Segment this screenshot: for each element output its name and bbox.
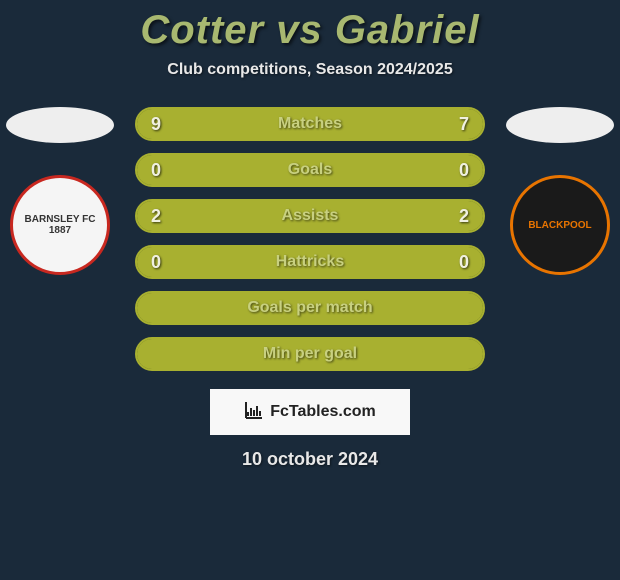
date-label: 10 october 2024 xyxy=(0,449,620,470)
right-flag xyxy=(506,107,614,143)
stat-label: Assists xyxy=(282,207,339,225)
stat-label: Matches xyxy=(278,115,342,133)
stat-label: Goals xyxy=(288,161,332,179)
stat-row: 0 Goals 0 xyxy=(135,153,485,187)
stat-fill-right xyxy=(310,155,483,185)
stat-row: Goals per match xyxy=(135,291,485,325)
subtitle: Club competitions, Season 2024/2025 xyxy=(0,61,620,79)
stat-label: Min per goal xyxy=(263,345,357,363)
stat-left-value: 2 xyxy=(151,206,161,227)
stat-row: 9 Matches 7 xyxy=(135,107,485,141)
brand-badge[interactable]: FcTables.com xyxy=(210,389,410,435)
right-column: BLACKPOOL xyxy=(500,107,620,275)
left-column: BARNSLEY FC 1887 xyxy=(0,107,120,275)
stat-right-value: 0 xyxy=(459,252,469,273)
stat-row: 0 Hattricks 0 xyxy=(135,245,485,279)
brand-label: FcTables.com xyxy=(270,403,376,421)
stat-right-value: 0 xyxy=(459,160,469,181)
stat-label: Goals per match xyxy=(247,299,372,317)
comparison-panel: BARNSLEY FC 1887 BLACKPOOL 9 Matches 7 0… xyxy=(0,107,620,470)
chart-icon xyxy=(244,400,264,425)
stat-fill-left xyxy=(137,155,310,185)
stat-bars: 9 Matches 7 0 Goals 0 2 Assists 2 0 Hatt… xyxy=(135,107,485,371)
stat-label: Hattricks xyxy=(276,253,344,271)
stat-left-value: 9 xyxy=(151,114,161,135)
stat-row: 2 Assists 2 xyxy=(135,199,485,233)
page-title: Cotter vs Gabriel xyxy=(0,0,620,53)
right-crest: BLACKPOOL xyxy=(510,175,610,275)
stat-left-value: 0 xyxy=(151,160,161,181)
stat-row: Min per goal xyxy=(135,337,485,371)
stat-right-value: 7 xyxy=(459,114,469,135)
stat-right-value: 2 xyxy=(459,206,469,227)
stat-left-value: 0 xyxy=(151,252,161,273)
left-flag xyxy=(6,107,114,143)
left-crest: BARNSLEY FC 1887 xyxy=(10,175,110,275)
